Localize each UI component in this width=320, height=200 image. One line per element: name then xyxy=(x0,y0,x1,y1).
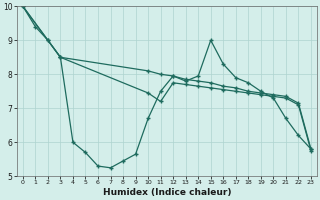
X-axis label: Humidex (Indice chaleur): Humidex (Indice chaleur) xyxy=(103,188,231,197)
